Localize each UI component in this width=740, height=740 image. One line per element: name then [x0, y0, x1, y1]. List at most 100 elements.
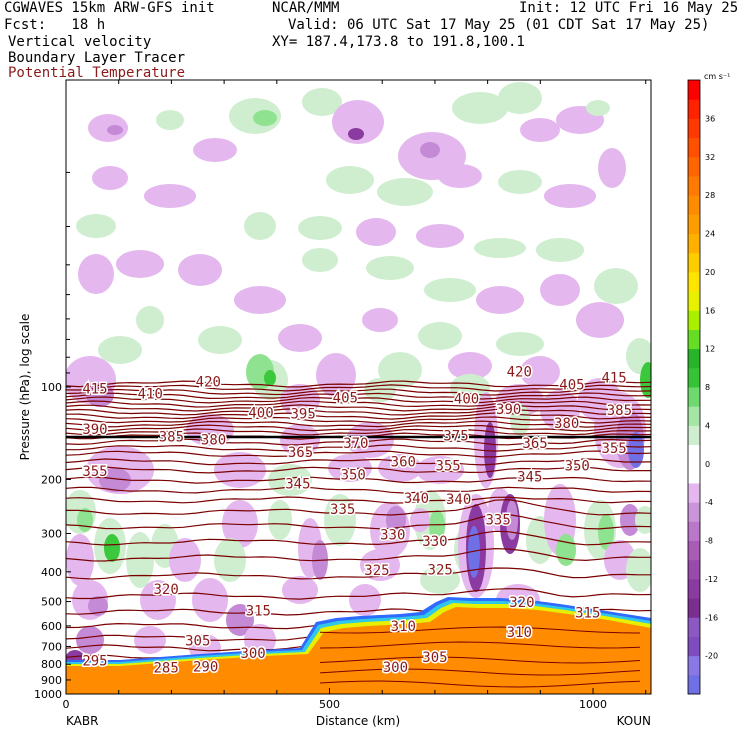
theta-label: 355 [435, 458, 460, 474]
theta-contour-in-tracer [319, 641, 641, 649]
colorbar-swatch [688, 521, 700, 541]
colorbar-swatch [688, 387, 700, 407]
colorbar-tick-label: 20 [705, 268, 715, 277]
y-tick-label: 400 [41, 566, 62, 579]
field-boundary-layer-tracer: Boundary Layer Tracer [8, 50, 186, 66]
colorbar-tick-label: -4 [705, 498, 713, 507]
theta-contour [66, 498, 651, 516]
theta-contour [66, 450, 651, 458]
left-endpoint-label: KABR [66, 714, 98, 728]
y-tick-label: 600 [41, 620, 62, 633]
theta-label: 350 [341, 468, 366, 484]
colorbar-swatch [688, 252, 700, 273]
colorbar-swatch [688, 175, 700, 196]
x-axis-label: Distance (km) [316, 714, 400, 728]
colorbar-swatch [688, 559, 700, 580]
title-fcst: Fcst: 18 h [4, 17, 106, 33]
theta-label: 420 [196, 375, 221, 391]
y-tick-label: 900 [41, 674, 62, 687]
title-model: CGWAVES 15km ARW-GFS init [4, 0, 215, 16]
colorbar-swatch [688, 156, 700, 177]
colorbar-swatch [688, 291, 700, 311]
colorbar-swatch [688, 598, 700, 618]
title-org: NCAR/MMM [272, 0, 340, 16]
colorbar-swatch [688, 578, 700, 599]
colorbar-tick-label: 36 [705, 114, 715, 123]
theta-label: 310 [391, 619, 416, 635]
colorbar-swatch [688, 617, 700, 637]
theta-label: 295 [82, 654, 107, 670]
theta-contour [66, 420, 651, 428]
colorbar-swatch [688, 99, 700, 119]
theta-label: 345 [285, 476, 310, 492]
theta-label: 315 [575, 605, 600, 621]
y-tick-label: 1000 [34, 688, 62, 701]
theta-contour-in-tracer [319, 656, 641, 664]
theta-contour [66, 458, 651, 466]
colorbar-swatch [688, 348, 700, 369]
y-tick-label: 800 [41, 658, 62, 671]
theta-contour [66, 476, 651, 484]
right-endpoint-label: KOUN [617, 714, 651, 728]
theta-label: 355 [82, 464, 107, 480]
field-vertical-velocity: Vertical velocity [8, 34, 152, 50]
theta-contour [66, 396, 651, 404]
boundary-layer-tracer [66, 607, 651, 694]
colorbar-swatch [688, 195, 700, 215]
theta-contour [66, 392, 651, 400]
theta-contour [66, 547, 651, 562]
theta-contour-in-tracer [319, 668, 641, 676]
colorbar-swatch [688, 137, 700, 158]
theta-label: 300 [240, 646, 265, 662]
colorbar-swatch [688, 540, 700, 561]
theta-contour [66, 486, 651, 494]
colorbar-swatch [688, 482, 700, 503]
theta-label: 315 [246, 604, 271, 620]
cross-section-endpoints: XY= 187.4,173.8 to 191.8,100.1 [272, 34, 525, 50]
theta-label: 400 [248, 405, 273, 421]
y-tick-label: 100 [41, 381, 62, 394]
theta-label: 335 [330, 502, 355, 518]
theta-contour [66, 380, 651, 388]
colorbar-swatch [688, 502, 700, 522]
theta-label: 320 [509, 595, 534, 611]
colorbar-swatch [688, 444, 700, 465]
title-init: Init: 12 UTC Fri 16 May 25 [519, 0, 739, 16]
theta-label: 390 [496, 402, 521, 418]
y-tick-label: 200 [41, 473, 62, 486]
theta-label: 410 [138, 387, 163, 403]
theta-contour [66, 388, 651, 396]
theta-label: 325 [364, 563, 389, 579]
theta-label: 415 [82, 381, 107, 397]
theta-contour-in-tracer [319, 680, 641, 688]
theta-label: 405 [559, 377, 584, 393]
theta-label: 380 [201, 432, 226, 448]
theta-label: 305 [185, 634, 210, 650]
field-potential-temperature: Potential Temperature [8, 65, 186, 81]
theta-contour [66, 384, 651, 392]
theta-label: 290 [193, 660, 218, 676]
theta-contour [66, 412, 651, 420]
colorbar-tick-label: 32 [705, 153, 715, 162]
y-axis-label: Pressure (hPa), log scale [18, 314, 32, 461]
theta-label: 285 [153, 661, 178, 677]
theta-contour [66, 400, 651, 408]
theta-label: 420 [507, 364, 532, 380]
colorbar-tick-label: 16 [705, 306, 715, 315]
colorbar-tick-label: 28 [705, 191, 715, 200]
theta-label: 360 [391, 455, 416, 471]
x-tick-label: 1000 [579, 698, 607, 711]
theta-contour [66, 404, 651, 412]
theta-label: 345 [517, 470, 542, 486]
colorbar-tick-label: -12 [705, 575, 718, 584]
theta-label: 340 [446, 492, 471, 508]
theta-label: 330 [380, 527, 405, 543]
theta-label: 370 [343, 436, 368, 452]
colorbar-frame [687, 79, 701, 695]
theta-label: 330 [422, 534, 447, 550]
theta-label: 415 [601, 370, 626, 386]
colorbar-swatch [688, 406, 700, 426]
theta-label: 400 [454, 391, 479, 407]
theta-label: 320 [153, 582, 178, 598]
